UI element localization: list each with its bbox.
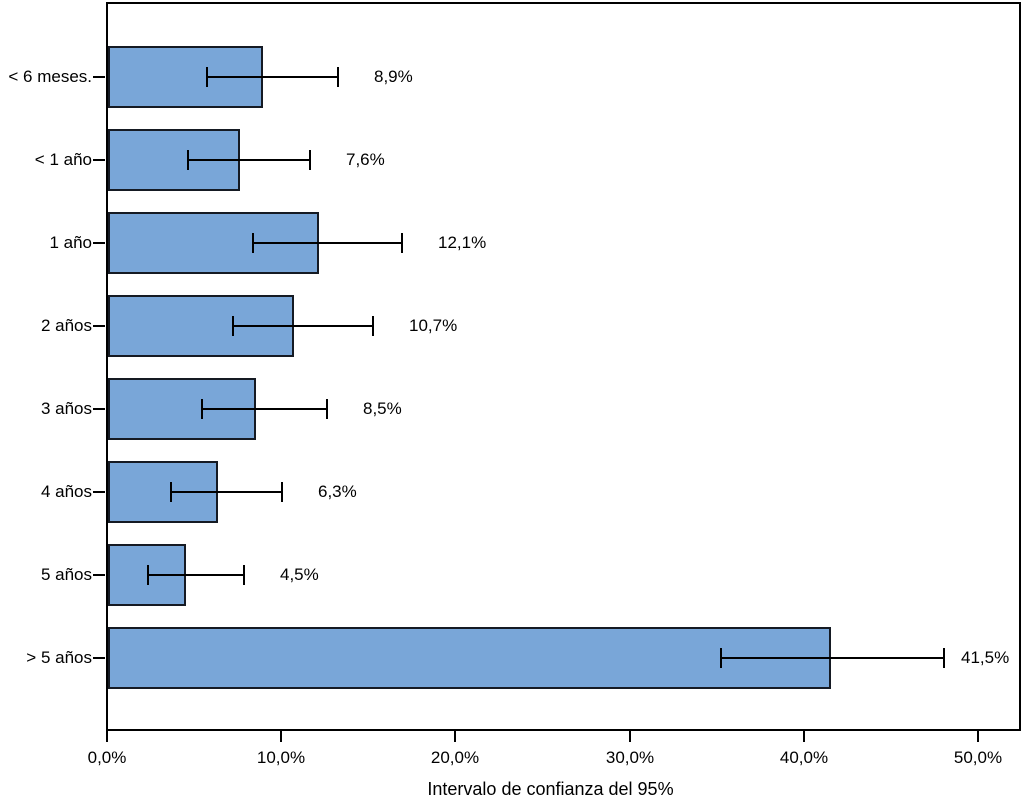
category-label: 4 años [40,482,92,501]
category-label: 2 años [40,316,92,335]
plot-area: 8,9% 7,6% 12,1% 10,7% 8,5% 6,3% 4,5% 41,5% [106,2,1021,731]
category-tick [93,408,105,410]
bar-error-line [721,657,944,659]
bar-error-cap-high [309,150,311,170]
bar-value-label: 6,3% [318,482,357,501]
bar-error-cap-low [187,150,189,170]
x-axis-tick [629,731,631,742]
bar-value-label: 41,5% [961,648,1010,667]
bar-value-label: 4,5% [280,565,319,584]
bar-error-cap-low [720,648,722,668]
x-axis-tick-label: 50,0% [953,748,1003,767]
category-label: 1 año [49,233,92,252]
x-axis-tick-label: 20,0% [430,748,480,767]
bar-error-cap-low [252,233,254,253]
x-axis-tick-label: 30,0% [605,748,655,767]
bar-error-line [188,159,310,161]
bar-error-cap-high [281,482,283,502]
bar-error-cap-low [232,316,234,336]
bar-error-cap-high [372,316,374,336]
x-axis-tick [454,731,456,742]
x-axis-tick [280,731,282,742]
x-axis-title: Intervalo de confianza del 95% [427,779,674,799]
category-label: 5 años [40,565,92,584]
bar [108,627,831,689]
category-tick [93,76,105,78]
bar-error-cap-high [943,648,945,668]
category-tick [93,325,105,327]
bar-value-label: 12,1% [438,233,487,252]
bar-error-line [171,491,282,493]
category-tick [93,159,105,161]
x-axis-tick [106,731,108,742]
bar-error-cap-high [401,233,403,253]
bar-error-line [207,76,338,78]
bar-error-line [253,242,403,244]
bar-error-line [148,574,244,576]
category-tick [93,657,105,659]
category-label: > 5 años [26,648,92,667]
bar-error-cap-low [206,67,208,87]
x-axis-tick-label: 0,0% [87,748,127,767]
bar-error-cap-low [147,565,149,585]
bar-error-line [233,325,372,327]
x-axis-tick-label: 10,0% [256,748,306,767]
category-label: < 6 meses. [8,67,92,86]
category-tick [93,491,105,493]
bar-error-cap-low [201,399,203,419]
bar-value-label: 7,6% [346,150,385,169]
x-axis-tick-label: 40,0% [779,748,829,767]
y-axis-labels: < 6 meses. < 1 año 1 año 2 años 3 años 4 años… [0,2,106,731]
bar-error-cap-high [326,399,328,419]
bar-error-line [202,408,327,410]
bar-value-label: 8,9% [374,67,413,86]
category-label: < 1 año [34,150,92,169]
category-label: 3 años [40,399,92,418]
bar-error-cap-high [337,67,339,87]
bar-error-cap-low [170,482,172,502]
bar-value-label: 10,7% [409,316,458,335]
category-tick [93,574,105,576]
bar-value-label: 8,5% [363,399,402,418]
category-tick [93,242,105,244]
bar-error-cap-high [243,565,245,585]
x-axis-tick [803,731,805,742]
x-axis-tick [977,731,979,742]
